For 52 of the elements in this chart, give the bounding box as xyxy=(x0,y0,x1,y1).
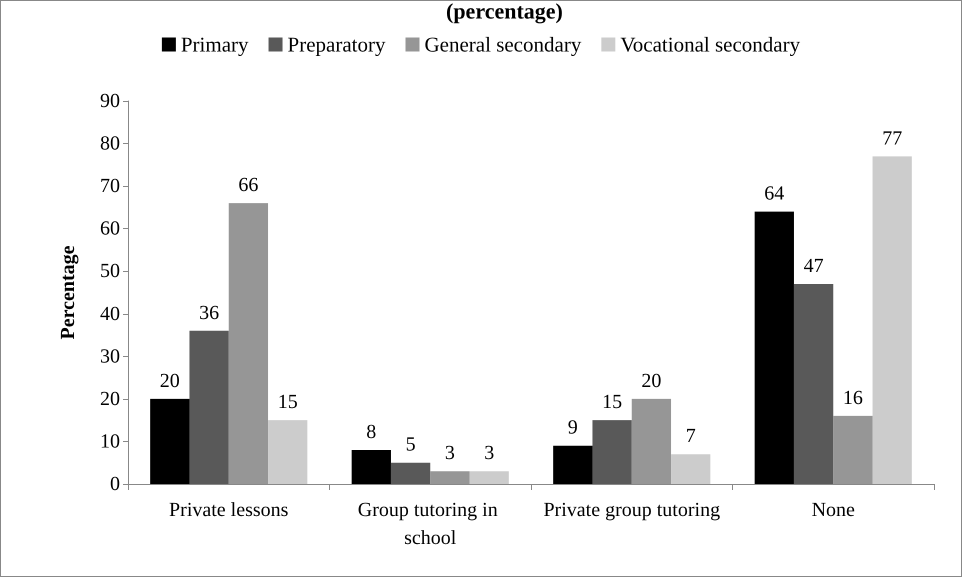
bar xyxy=(754,212,794,484)
data-label: 20 xyxy=(160,370,180,392)
data-label: 3 xyxy=(484,442,494,464)
bar xyxy=(352,450,391,484)
bar xyxy=(470,471,509,484)
bar xyxy=(150,398,190,484)
bar xyxy=(794,284,834,484)
y-axis-title: Percentage xyxy=(57,245,79,340)
y-tick-label: 50 xyxy=(100,260,120,282)
bar xyxy=(592,420,632,484)
bar xyxy=(671,454,710,484)
bar xyxy=(632,398,672,484)
bar xyxy=(228,203,268,484)
y-tick-label: 20 xyxy=(100,388,120,410)
y-tick-label: 0 xyxy=(110,473,120,495)
y-tick-label: 60 xyxy=(100,218,120,240)
data-label: 16 xyxy=(842,386,863,409)
x-tick-label: Private lessons xyxy=(169,499,289,521)
bar xyxy=(553,446,592,484)
data-label: 8 xyxy=(366,420,376,443)
data-label: 64 xyxy=(764,182,784,205)
data-label: 7 xyxy=(686,425,696,448)
data-label: 77 xyxy=(882,127,902,150)
legend-label: Preparatory xyxy=(288,32,386,56)
legend-label: Vocational secondary xyxy=(620,32,801,56)
bar xyxy=(268,420,308,484)
data-label: 47 xyxy=(804,254,824,277)
y-tick-label: 80 xyxy=(100,132,120,155)
x-tick-label: Group tutoring in school xyxy=(358,499,503,549)
data-label: 9 xyxy=(568,416,578,439)
data-label: 20 xyxy=(641,370,662,392)
bar xyxy=(833,416,873,484)
x-tick-label: Private group tutoring xyxy=(543,499,720,521)
data-label: 5 xyxy=(406,434,416,456)
y-tick-label: 40 xyxy=(100,302,120,325)
data-label: 15 xyxy=(602,391,622,414)
data-label: 15 xyxy=(278,391,298,414)
bar xyxy=(390,462,430,484)
legend-label: Primary xyxy=(180,32,250,56)
x-tick-label: None xyxy=(812,499,856,521)
data-label: 36 xyxy=(199,302,220,324)
chart-title: (percentage) xyxy=(446,0,563,24)
legend-label: General secondary xyxy=(424,32,582,56)
bar xyxy=(430,471,470,484)
bar xyxy=(189,330,229,484)
data-label: 66 xyxy=(238,174,258,196)
y-tick-label: 90 xyxy=(100,90,120,112)
bar xyxy=(872,156,912,484)
y-tick-label: 30 xyxy=(100,345,120,368)
y-tick-label: 10 xyxy=(100,430,120,452)
data-label: 3 xyxy=(444,442,455,464)
y-tick-label: 70 xyxy=(100,175,120,198)
